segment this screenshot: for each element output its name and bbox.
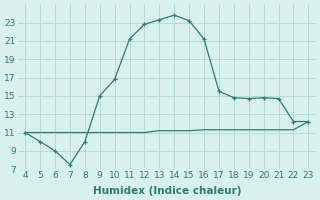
X-axis label: Humidex (Indice chaleur): Humidex (Indice chaleur): [92, 186, 241, 196]
